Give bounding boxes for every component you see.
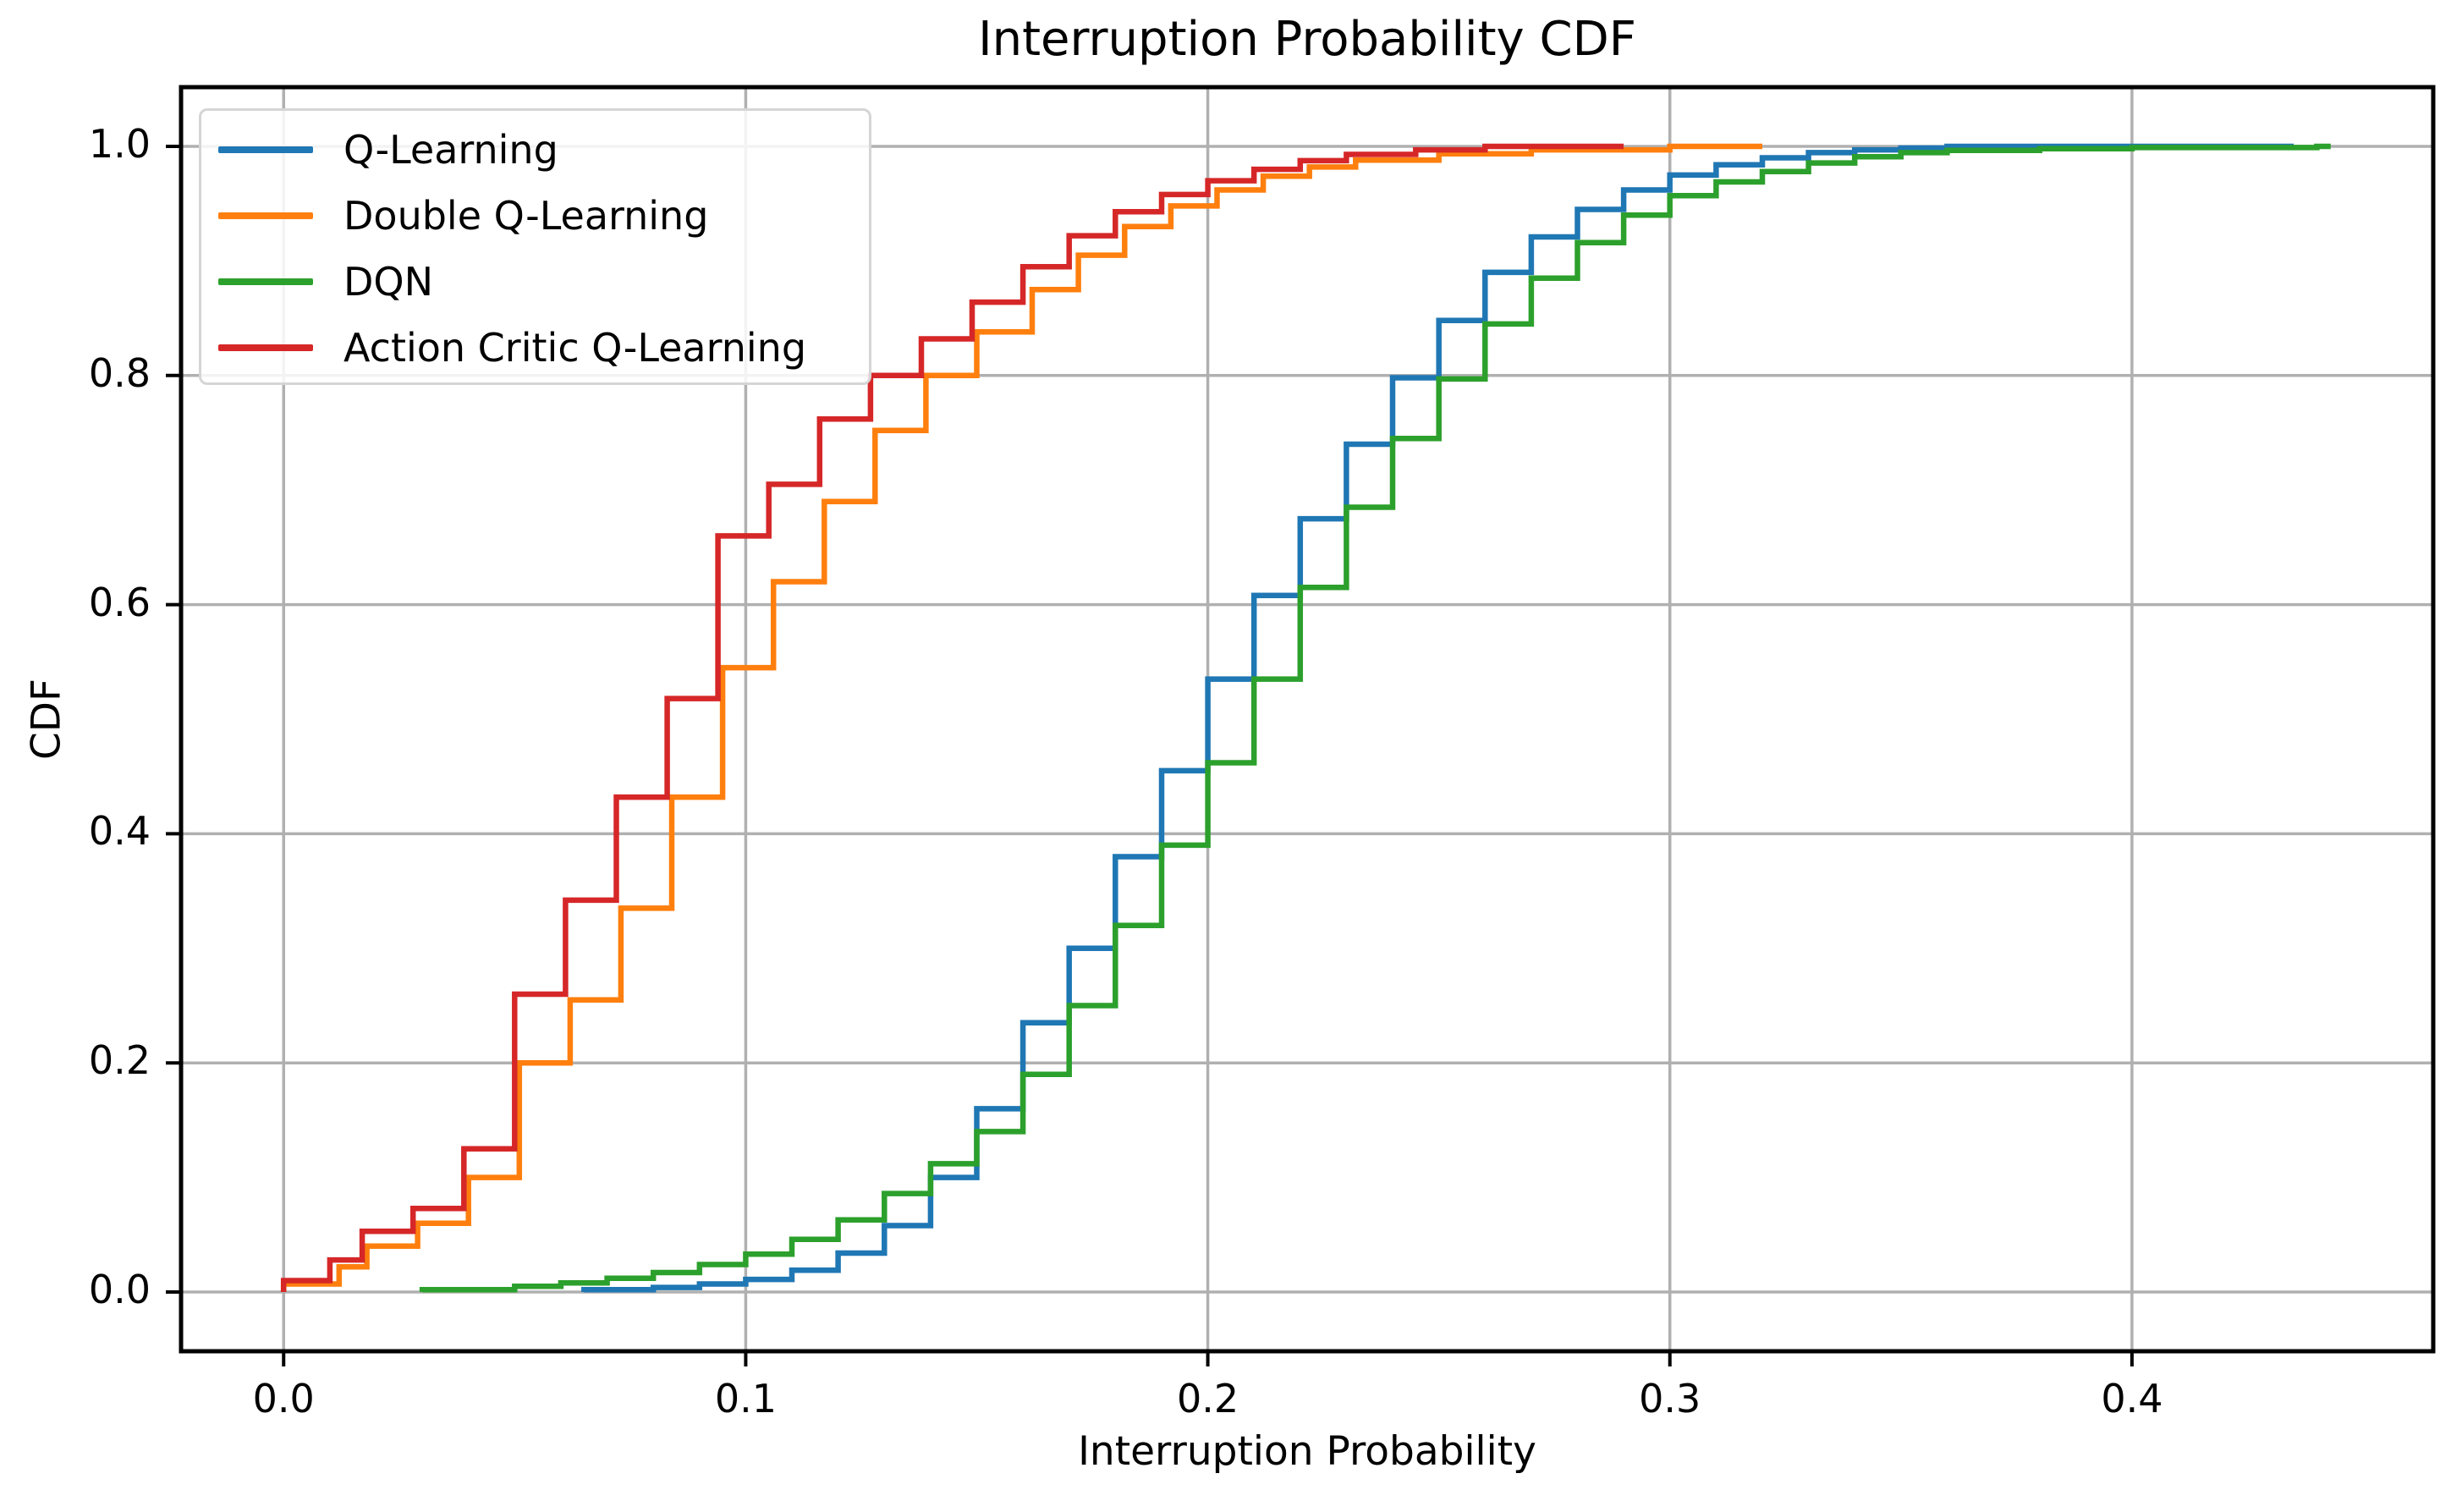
series-line-dqn xyxy=(419,143,2331,1293)
y-tick-label: 0.8 xyxy=(88,349,151,396)
legend-row: Action Critic Q-Learning xyxy=(201,315,869,381)
legend-line-swatch xyxy=(218,278,313,285)
x-tick-label: 0.2 xyxy=(1176,1376,1239,1421)
x-tick-label: 0.0 xyxy=(252,1376,315,1421)
y-tick-label: 1.0 xyxy=(88,121,151,167)
legend: Q-Learning Double Q-Learning DQN Action Cri… xyxy=(199,108,871,385)
legend-label: Action Critic Q-Learning xyxy=(343,325,807,371)
x-tick-label: 0.1 xyxy=(714,1376,777,1421)
y-tick-label: 0.4 xyxy=(88,808,151,855)
legend-label: Q-Learning xyxy=(343,127,558,173)
y-tick-label: 0.6 xyxy=(88,579,151,625)
legend-line-swatch xyxy=(218,212,313,219)
legend-label: Double Q-Learning xyxy=(343,193,709,239)
legend-row: Double Q-Learning xyxy=(201,183,869,249)
legend-row: DQN xyxy=(201,249,869,315)
x-tick-label: 0.3 xyxy=(1639,1376,1701,1421)
legend-line-swatch xyxy=(218,146,313,153)
legend-row: Q-Learning xyxy=(201,117,869,183)
y-tick-label: 0.0 xyxy=(88,1266,151,1312)
series-line-double-q-learning xyxy=(280,143,1762,1292)
legend-line-swatch xyxy=(218,344,313,351)
legend-label: DQN xyxy=(343,259,434,305)
axes-spines xyxy=(179,85,2436,1354)
x-axis-label: Interruption Probability xyxy=(1078,1428,1536,1475)
y-axis-label: CDF xyxy=(23,678,70,761)
y-tick-label: 0.2 xyxy=(88,1037,151,1084)
chart-title: Interruption Probability CDF xyxy=(978,12,1636,67)
x-tick-label: 0.4 xyxy=(2101,1376,2163,1421)
